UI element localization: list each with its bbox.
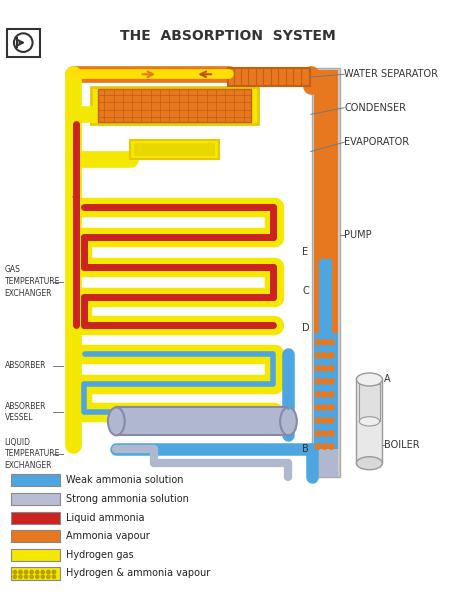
Circle shape xyxy=(47,575,50,579)
Bar xyxy=(359,384,380,422)
Circle shape xyxy=(41,575,45,579)
Circle shape xyxy=(315,340,321,345)
Text: A: A xyxy=(384,375,391,384)
Text: Ammonia vapour: Ammonia vapour xyxy=(66,531,150,541)
Text: Hydrogen gas: Hydrogen gas xyxy=(66,550,134,560)
Bar xyxy=(314,333,338,449)
Bar xyxy=(11,549,59,561)
Circle shape xyxy=(13,571,17,574)
Bar xyxy=(11,511,59,524)
Bar xyxy=(314,70,338,258)
Bar xyxy=(312,68,340,477)
Circle shape xyxy=(47,571,50,574)
Ellipse shape xyxy=(356,456,382,470)
Text: BOILER: BOILER xyxy=(384,439,420,450)
Circle shape xyxy=(328,418,334,423)
Circle shape xyxy=(328,431,334,436)
Bar xyxy=(314,449,338,477)
Circle shape xyxy=(19,575,22,579)
Circle shape xyxy=(315,379,321,384)
Bar xyxy=(6,29,40,57)
Circle shape xyxy=(52,571,56,574)
Bar xyxy=(314,258,338,291)
Circle shape xyxy=(328,444,334,449)
Bar xyxy=(11,493,59,505)
Circle shape xyxy=(328,404,334,410)
Ellipse shape xyxy=(280,408,297,435)
Circle shape xyxy=(328,392,334,397)
Circle shape xyxy=(328,340,334,345)
Ellipse shape xyxy=(108,408,125,435)
Bar xyxy=(228,68,310,86)
Bar xyxy=(91,87,258,123)
Circle shape xyxy=(24,575,28,579)
Bar xyxy=(319,291,332,333)
Text: WATER SEPARATOR: WATER SEPARATOR xyxy=(344,69,438,79)
Text: D: D xyxy=(302,323,310,333)
Text: THE  ABSORPTION  SYSTEM: THE ABSORPTION SYSTEM xyxy=(120,29,336,43)
Text: PUMP: PUMP xyxy=(344,230,372,240)
Circle shape xyxy=(19,571,22,574)
Ellipse shape xyxy=(359,417,380,426)
Text: EVAPORATOR: EVAPORATOR xyxy=(344,137,410,147)
Circle shape xyxy=(24,571,28,574)
Text: E: E xyxy=(302,247,309,257)
Circle shape xyxy=(36,575,39,579)
Bar xyxy=(314,291,338,333)
Circle shape xyxy=(315,431,321,436)
Text: GAS
TEMPERATURE
EXCHANGER: GAS TEMPERATURE EXCHANGER xyxy=(4,265,60,298)
Bar xyxy=(319,258,332,291)
Ellipse shape xyxy=(356,373,382,386)
Circle shape xyxy=(315,404,321,410)
Circle shape xyxy=(322,404,328,410)
Text: LIQUID
TEMPERATURE
EXCHANGER: LIQUID TEMPERATURE EXCHANGER xyxy=(4,437,60,470)
Circle shape xyxy=(322,431,328,436)
Circle shape xyxy=(13,575,17,579)
Text: Weak ammonia solution: Weak ammonia solution xyxy=(66,475,184,485)
Circle shape xyxy=(30,575,33,579)
Circle shape xyxy=(322,379,328,384)
Text: Strong ammonia solution: Strong ammonia solution xyxy=(66,494,189,504)
Circle shape xyxy=(315,444,321,449)
Circle shape xyxy=(41,571,45,574)
Bar xyxy=(11,530,59,543)
Circle shape xyxy=(328,353,334,358)
Circle shape xyxy=(52,575,56,579)
Circle shape xyxy=(328,365,334,371)
Bar xyxy=(356,379,382,463)
Text: Hydrogen & ammonia vapour: Hydrogen & ammonia vapour xyxy=(66,568,210,579)
Text: ABSORBER: ABSORBER xyxy=(4,361,46,370)
Circle shape xyxy=(328,379,334,384)
Circle shape xyxy=(322,392,328,397)
Circle shape xyxy=(36,571,39,574)
Circle shape xyxy=(30,571,33,574)
Circle shape xyxy=(315,353,321,358)
Bar xyxy=(130,141,219,159)
Circle shape xyxy=(315,365,321,371)
Bar xyxy=(11,568,59,579)
Bar xyxy=(11,474,59,486)
Circle shape xyxy=(315,392,321,397)
Text: ABSORBER
VESSEL: ABSORBER VESSEL xyxy=(4,401,46,422)
Bar xyxy=(98,89,251,122)
Circle shape xyxy=(322,365,328,371)
Circle shape xyxy=(315,418,321,423)
Bar xyxy=(116,408,288,435)
Circle shape xyxy=(322,418,328,423)
Circle shape xyxy=(322,444,328,449)
Text: B: B xyxy=(302,444,309,454)
Text: C: C xyxy=(302,286,309,296)
Text: CONDENSER: CONDENSER xyxy=(344,103,406,113)
Circle shape xyxy=(322,353,328,358)
Bar xyxy=(134,143,215,156)
Circle shape xyxy=(322,340,328,345)
Text: Liquid ammonia: Liquid ammonia xyxy=(66,513,144,522)
